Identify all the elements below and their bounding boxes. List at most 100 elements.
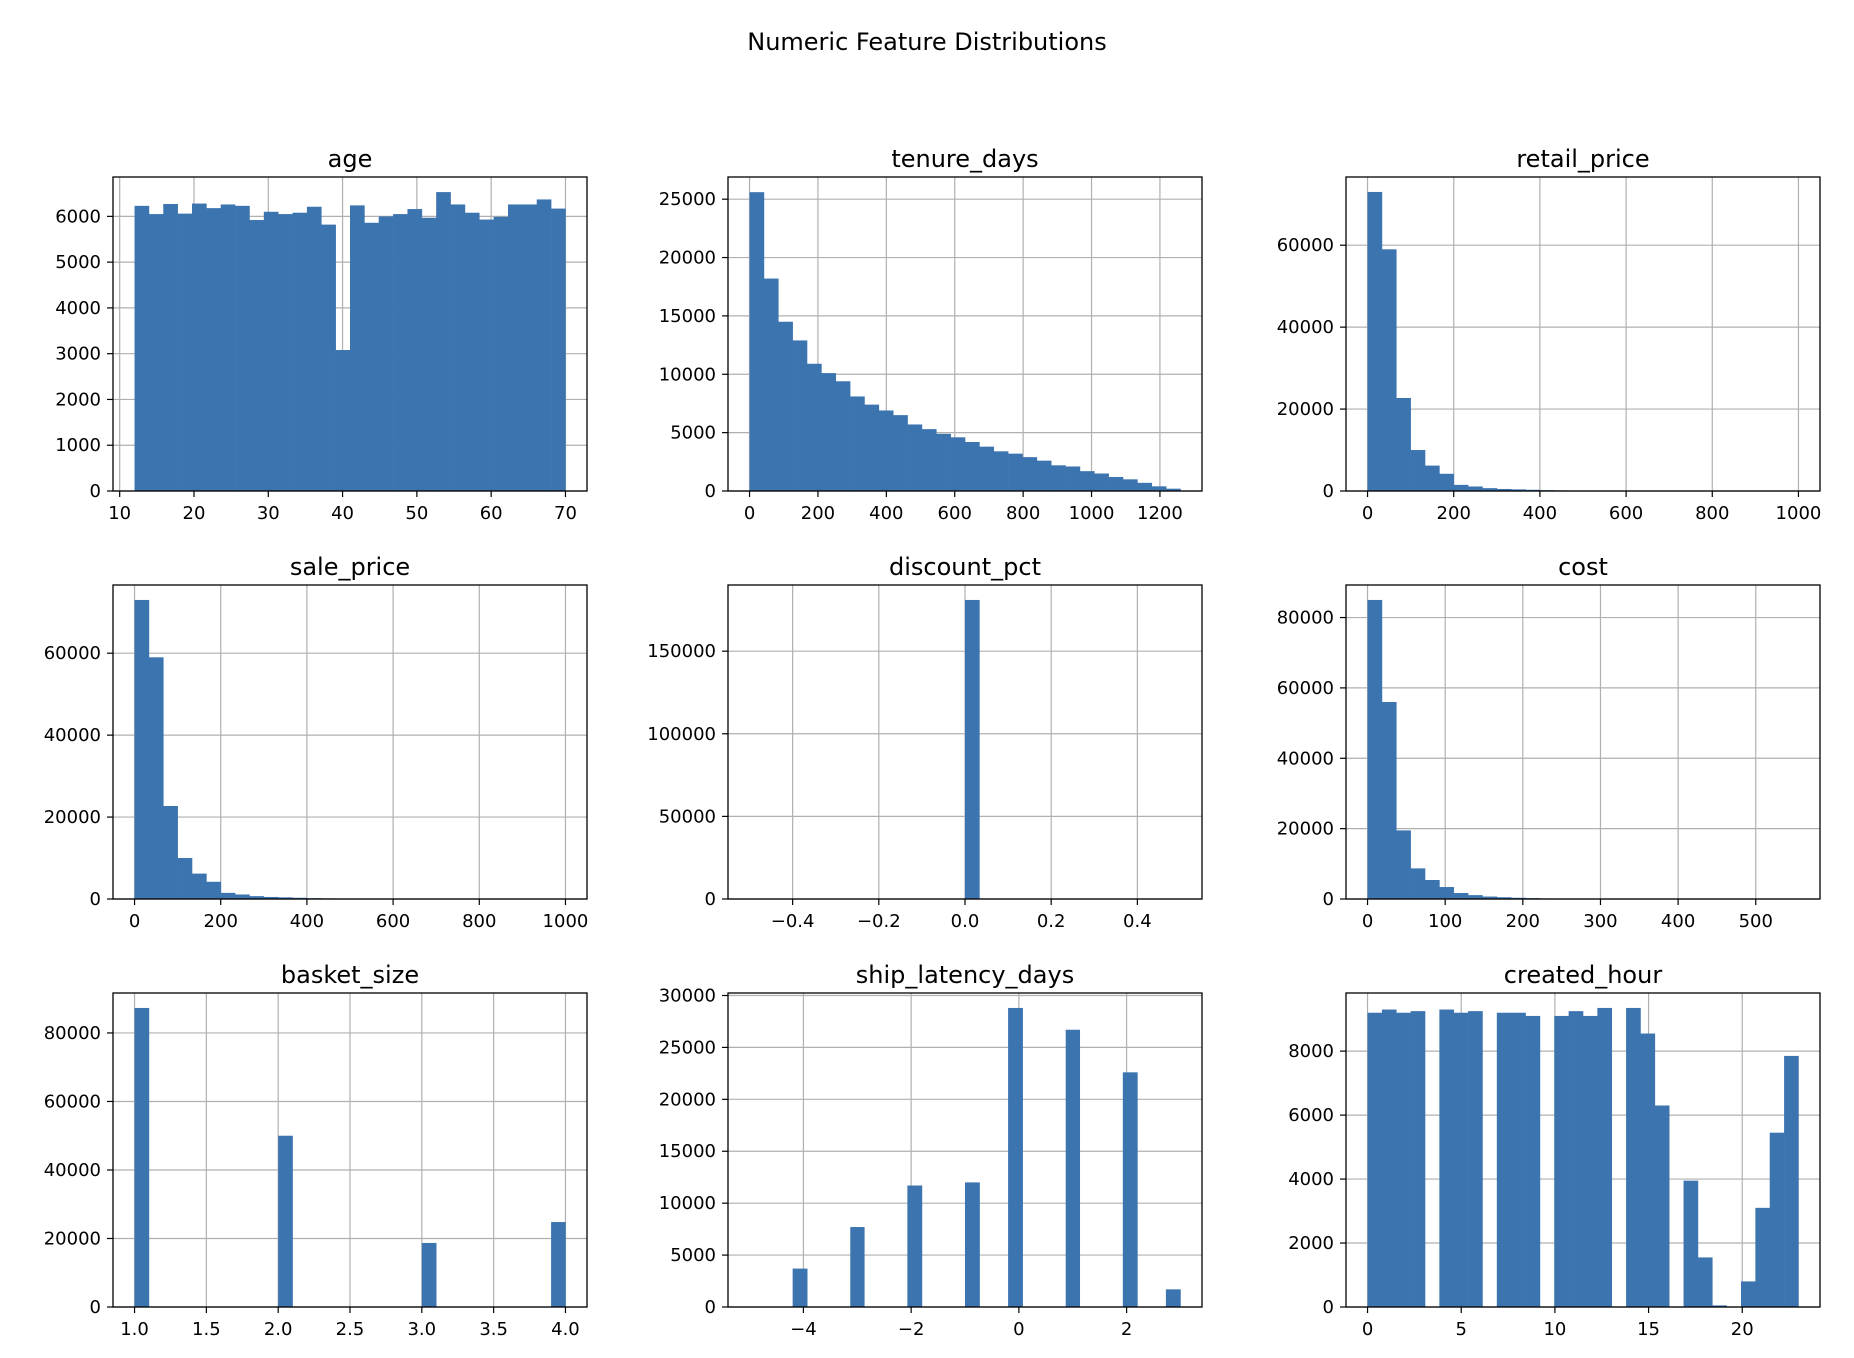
histogram-bar xyxy=(1367,599,1383,899)
x-tick-label: 20 xyxy=(1731,1319,1754,1340)
histogram-bar xyxy=(148,214,164,491)
histogram-bar xyxy=(864,404,880,491)
x-tick-label: 800 xyxy=(1695,503,1729,524)
histogram-bar xyxy=(407,209,423,491)
histogram-bar xyxy=(508,204,523,491)
histogram-bar xyxy=(1511,489,1526,491)
y-tick-label: 0 xyxy=(1323,481,1334,502)
histogram-bar xyxy=(1439,1009,1455,1307)
histogram-bar xyxy=(792,340,808,491)
histogram-bar xyxy=(1453,893,1469,899)
x-tick-label: 3.0 xyxy=(407,1319,436,1340)
histogram-bar xyxy=(965,441,980,491)
subplot-grid: 10 20 30 40 50 60 700100020003000400050006000a… xyxy=(44,145,1822,1340)
histogram-bar xyxy=(263,896,279,899)
histogram-bar xyxy=(778,321,793,491)
x-tick-label: 1.5 xyxy=(192,1319,221,1340)
axes-frame xyxy=(1345,176,1821,492)
histogram-bar xyxy=(749,192,765,491)
histogram-bar xyxy=(965,599,980,899)
histogram-bar xyxy=(493,216,509,492)
histogram-bar xyxy=(350,205,365,491)
y-tick-label: 40000 xyxy=(44,1160,101,1181)
histogram-bar xyxy=(278,897,293,899)
histogram-bar xyxy=(792,1268,808,1307)
histogram-bar xyxy=(1022,457,1038,491)
subplot-title: basket_size xyxy=(281,961,419,989)
histogram-bar xyxy=(1108,476,1124,491)
x-tick-label: 40 xyxy=(331,503,354,524)
histogram-bar xyxy=(235,205,250,491)
histogram-bar xyxy=(206,881,222,899)
histogram-bar xyxy=(278,214,293,491)
histogram-bar xyxy=(249,896,265,899)
x-tick-label: 2.0 xyxy=(264,1319,293,1340)
y-tick-label: 15000 xyxy=(659,306,716,327)
histogram-bar xyxy=(1769,1132,1785,1307)
histogram-bar xyxy=(1165,1289,1181,1307)
histogram-bar xyxy=(220,892,236,899)
x-tick-label: 20 xyxy=(183,503,206,524)
subplot-basket-size: 1.0 1.5 2.0 2.5 3.0 3.5 4.0 0 20000 40000 60000 800… xyxy=(44,961,588,1340)
histogram-bar xyxy=(1079,471,1095,491)
histogram-bar xyxy=(134,205,150,491)
histogram-bar xyxy=(364,222,380,492)
y-tick-label: 0 xyxy=(90,1297,101,1318)
histogram-bar xyxy=(1453,484,1469,491)
histogram-bar xyxy=(1683,1180,1699,1307)
histogram-bar xyxy=(192,203,207,492)
x-tick-label: 3.5 xyxy=(479,1319,508,1340)
axes-frame xyxy=(112,176,588,492)
histogram-bar xyxy=(1166,488,1181,491)
y-tick-label: 80000 xyxy=(44,1023,101,1044)
x-tick-label: 400 xyxy=(1661,911,1695,932)
histogram-bar xyxy=(1583,1015,1598,1307)
histogram-bar xyxy=(1381,249,1397,491)
histogram-bar xyxy=(1051,465,1066,491)
histogram-bar xyxy=(835,381,851,491)
histogram-bar xyxy=(763,278,779,491)
histogram-bar xyxy=(1065,466,1081,491)
y-tick-label: 8000 xyxy=(1288,1041,1334,1062)
y-tick-label: 50000 xyxy=(659,806,716,827)
histogram-bar xyxy=(1626,1007,1641,1307)
y-tick-label: 60000 xyxy=(44,1091,101,1112)
histogram-bar xyxy=(1410,1011,1426,1307)
x-tick-label: 1200 xyxy=(1137,503,1183,524)
histogram-bar xyxy=(1568,1011,1584,1307)
y-tick-label: 0 xyxy=(1323,889,1334,910)
histogram-bar xyxy=(1741,1281,1756,1307)
histogram-bar xyxy=(421,1242,437,1307)
histogram-bar xyxy=(1367,1012,1383,1307)
histogram-bar xyxy=(148,657,164,899)
histogram-bar xyxy=(1094,473,1109,491)
y-tick-label: 25000 xyxy=(659,189,716,210)
y-tick-label: 2000 xyxy=(55,389,101,410)
y-tick-label: 40000 xyxy=(44,725,101,746)
x-tick-label: 0.4 xyxy=(1123,911,1152,932)
histogram-bar xyxy=(192,873,207,899)
histogram-bar xyxy=(1496,488,1512,491)
x-tick-label: −0.2 xyxy=(857,911,901,932)
histogram-bar xyxy=(979,446,995,491)
histogram-bar xyxy=(278,1135,293,1307)
histogram-bar xyxy=(921,429,937,491)
y-tick-label: 20000 xyxy=(659,1089,716,1110)
histogram-bar xyxy=(1381,1009,1397,1307)
y-tick-label: 4000 xyxy=(1288,1169,1334,1190)
histogram-bar xyxy=(551,208,566,492)
histogram-bar xyxy=(421,217,437,491)
histogram-bar xyxy=(292,212,308,491)
histogram-bar xyxy=(220,204,236,491)
histogram-bar xyxy=(907,424,923,491)
y-tick-label: 150000 xyxy=(647,641,716,662)
x-tick-label: 600 xyxy=(938,503,972,524)
x-tick-label: −4 xyxy=(790,1319,817,1340)
histogram-bar xyxy=(235,894,250,899)
y-tick-label: 5000 xyxy=(55,252,101,273)
x-tick-label: 500 xyxy=(1739,911,1773,932)
histogram-bar xyxy=(1453,1012,1469,1307)
y-tick-label: 20000 xyxy=(44,807,101,828)
histogram-bar xyxy=(1511,1012,1526,1307)
